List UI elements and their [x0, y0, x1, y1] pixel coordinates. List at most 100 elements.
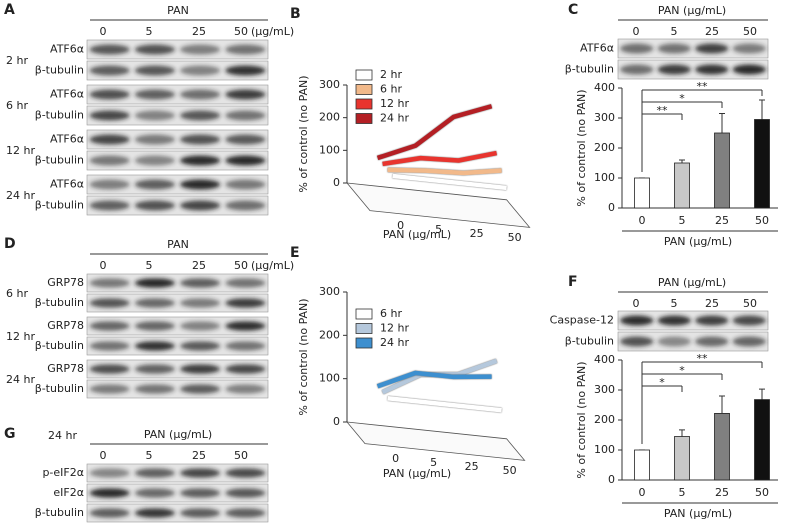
y-axis-label: % of control (no PAN): [575, 361, 588, 478]
blot-band: [89, 44, 130, 55]
blot-band: [620, 315, 654, 326]
x-tick-label: 5: [435, 223, 442, 236]
band-label: ATF6α: [50, 43, 84, 56]
blot-band: [89, 488, 130, 498]
bar: [674, 436, 690, 481]
blot-band: [180, 321, 221, 331]
dose-label: 25: [192, 259, 206, 272]
band-label: GRP78: [47, 276, 84, 289]
blot-strip: [617, 331, 769, 352]
blot-strip: [86, 105, 269, 126]
blot-band: [134, 155, 175, 166]
blot-band: [225, 134, 266, 145]
y-tick-label: 200: [319, 328, 340, 341]
panel-letter: A: [4, 2, 15, 18]
panel-letter: D: [4, 236, 16, 252]
blot-band: [180, 179, 221, 190]
blot-band: [225, 200, 266, 211]
dose-label: 50: [234, 449, 248, 462]
legend-label: 6 hr: [380, 307, 402, 320]
blot-band: [134, 321, 175, 331]
blot-band: [620, 43, 654, 54]
blot-band: [89, 155, 130, 166]
dose-label: 50: [743, 25, 757, 38]
band-label: ATF6α: [50, 133, 84, 146]
x-tick-label: 0: [639, 486, 646, 499]
dose-label: 5: [671, 25, 678, 38]
legend-swatch: [355, 84, 373, 95]
blot-band: [695, 64, 729, 75]
series-line: [387, 396, 502, 413]
band-label: ATF6α: [50, 178, 84, 191]
blot-strip: [86, 463, 269, 483]
blot-band: [134, 488, 175, 498]
blot-band: [134, 341, 175, 351]
blot-band: [134, 364, 175, 374]
blot-band: [134, 278, 175, 288]
treatment-label: PAN (μg/mL): [658, 276, 726, 289]
band-label: β-tubulin: [35, 382, 84, 395]
x-tick-label: 0: [392, 452, 399, 465]
dose-label: 50: [234, 25, 248, 38]
blot-strip: [86, 336, 269, 356]
y-tick-label: 100: [319, 143, 340, 156]
blot-band: [225, 468, 266, 478]
blot-strip: [86, 316, 269, 336]
blot-band: [620, 336, 654, 347]
bar: [674, 162, 690, 209]
y-tick-label: 100: [319, 372, 340, 385]
blot-band: [225, 508, 266, 518]
x-axis-label: PAN (μg/mL): [664, 507, 732, 520]
x-tick-label: 0: [639, 214, 646, 227]
blot-band: [695, 43, 729, 54]
blot-band: [89, 321, 130, 331]
series-line: [392, 173, 507, 191]
x-tick-label: 50: [755, 214, 769, 227]
blot-band: [657, 64, 691, 75]
x-tick-label: 5: [430, 456, 437, 469]
dose-label: 0: [100, 25, 107, 38]
blot-band: [225, 65, 266, 76]
blot-band: [732, 336, 766, 347]
series-line: [376, 370, 492, 389]
blot-band: [180, 155, 221, 166]
legend-label: 2 hr: [380, 68, 402, 81]
treatment-label: PAN (μg/mL): [658, 4, 726, 17]
blot-band: [89, 89, 130, 100]
blot-strip: [86, 379, 269, 399]
series-line: [376, 104, 493, 161]
y-tick-label: 100: [594, 171, 615, 184]
y-tick-label: 200: [594, 413, 615, 426]
blot-strip: [86, 273, 269, 293]
dose-label: 0: [633, 297, 640, 310]
time-label: 24 hr: [48, 429, 77, 442]
legend-label: 6 hr: [380, 83, 402, 96]
sig-label: *: [679, 92, 685, 105]
blot-band: [134, 508, 175, 518]
blot-band: [180, 364, 221, 374]
blot-band: [180, 488, 221, 498]
blot-band: [134, 179, 175, 190]
blot-band: [180, 298, 221, 308]
blot-strip: [617, 59, 769, 80]
x-tick-label: 25: [470, 227, 484, 240]
blot-band: [89, 364, 130, 374]
x-axis-label: PAN (μg/mL): [664, 235, 732, 248]
band-label: GRP78: [47, 319, 84, 332]
y-axis-label: % of control (no PAN): [297, 298, 310, 415]
treatment-label: PAN: [167, 4, 189, 17]
blot-band: [620, 64, 654, 75]
blot-band: [225, 364, 266, 374]
blot-band: [225, 110, 266, 121]
blot-band: [180, 65, 221, 76]
blot-band: [89, 468, 130, 478]
dose-label: 50: [743, 297, 757, 310]
blot-band: [225, 298, 266, 308]
bar: [754, 399, 770, 481]
sig-label: **: [657, 104, 669, 117]
blot-band: [657, 315, 691, 326]
blot-band: [134, 384, 175, 394]
y-tick-label: 0: [333, 415, 340, 428]
blot-band: [89, 134, 130, 145]
